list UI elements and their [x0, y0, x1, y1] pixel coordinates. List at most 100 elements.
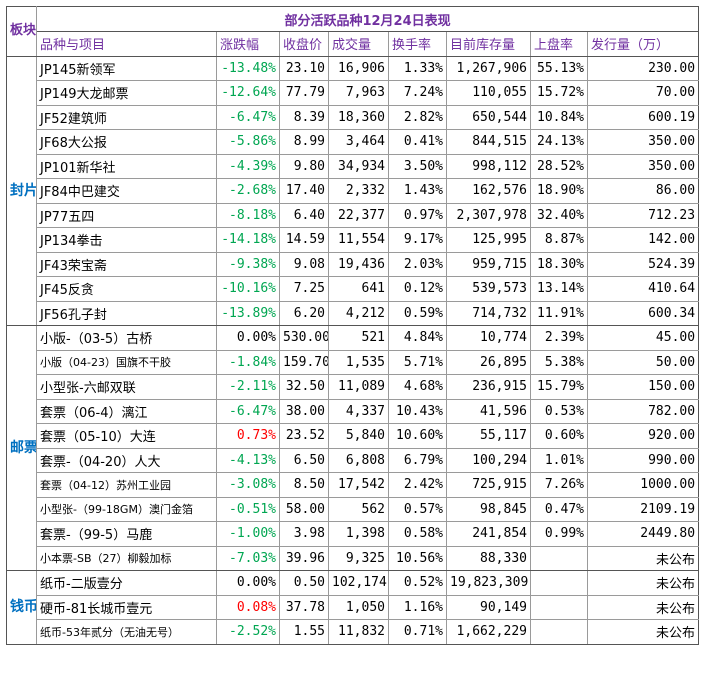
- cell-volume: 34,934: [328, 153, 389, 179]
- cell-issue: 782.00: [586, 398, 700, 424]
- table-row: 套票-（04-20）人大 -4.13% 6.50 6,808 6.79% 100,294 1…: [7, 447, 700, 473]
- cell-issue: 未公布: [586, 619, 700, 645]
- cell-close: 7.25: [279, 276, 329, 302]
- cell-close: 0.50: [279, 570, 329, 596]
- header-turnover: 换手率: [388, 31, 447, 57]
- cell-change: -0.51%: [216, 496, 280, 522]
- table-row: 套票（04-12）苏州工业园 -3.08% 8.50 17,542 2.42% 725,9…: [7, 472, 700, 498]
- cell-turnover: 0.57%: [388, 496, 447, 522]
- cell-ratio: 32.40%: [530, 202, 588, 228]
- cell-turnover: 0.12%: [388, 276, 447, 302]
- cell-change: -7.03%: [216, 545, 280, 571]
- cell-issue: 未公布: [586, 570, 700, 596]
- cell-turnover: 1.33%: [388, 55, 447, 81]
- cell-turnover: 10.60%: [388, 423, 447, 449]
- cell-ratio: 15.72%: [530, 80, 588, 106]
- cell-turnover: 4.68%: [388, 374, 447, 400]
- cell-ratio: [530, 594, 588, 620]
- cell-close: 23.52: [279, 423, 329, 449]
- cell-close: 9.08: [279, 251, 329, 277]
- table-row: JF52建筑师 -6.47% 8.39 18,360 2.82% 650,544 10.84…: [7, 104, 700, 130]
- header-row: 品种与项目 涨跌幅 收盘价 成交量 换手率 目前库存量 上盘率 发行量（万）: [7, 31, 700, 57]
- cell-ratio: 5.38%: [530, 349, 588, 375]
- cell-stock: 650,544: [446, 104, 531, 130]
- cell-ratio: [530, 545, 588, 571]
- cell-name: 小版（04-23）国旗不干胶: [36, 349, 217, 375]
- cell-name: JF43荣宝斋: [36, 251, 217, 277]
- cell-close: 77.79: [279, 80, 329, 106]
- cell-volume: 18,360: [328, 104, 389, 130]
- block-column-header: 板块: [6, 6, 37, 57]
- cell-close: 159.70: [279, 349, 329, 375]
- cell-close: 39.96: [279, 545, 329, 571]
- cell-volume: 11,832: [328, 619, 389, 645]
- cell-close: 23.10: [279, 55, 329, 81]
- cell-change: -6.47%: [216, 398, 280, 424]
- cell-issue: 524.39: [586, 251, 700, 277]
- cell-close: 6.50: [279, 447, 329, 473]
- cell-name: JP134拳击: [36, 227, 217, 253]
- cell-name: JP101新华社: [36, 153, 217, 179]
- cell-ratio: [530, 570, 588, 596]
- cell-stock: 88,330: [446, 545, 531, 571]
- cell-issue: 600.34: [586, 300, 700, 326]
- cell-name: 套票（04-12）苏州工业园: [36, 472, 217, 498]
- cell-volume: 3,464: [328, 129, 389, 155]
- cell-stock: 41,596: [446, 398, 531, 424]
- cell-volume: 17,542: [328, 472, 389, 498]
- cell-stock: 55,117: [446, 423, 531, 449]
- cell-turnover: 4.84%: [388, 325, 447, 351]
- cell-ratio: 13.14%: [530, 276, 588, 302]
- cell-change: -1.84%: [216, 349, 280, 375]
- cell-issue: 2449.80: [586, 521, 700, 547]
- cell-stock: 539,573: [446, 276, 531, 302]
- cell-name: JF56孔子封: [36, 300, 217, 326]
- cell-change: -2.52%: [216, 619, 280, 645]
- cell-stock: 98,845: [446, 496, 531, 522]
- cell-turnover: 0.59%: [388, 300, 447, 326]
- cell-issue: 230.00: [586, 55, 700, 81]
- header-stock: 目前库存量: [446, 31, 531, 57]
- cell-turnover: 6.79%: [388, 447, 447, 473]
- cell-issue: 86.00: [586, 178, 700, 204]
- cell-issue: 712.23: [586, 202, 700, 228]
- cell-change: -5.86%: [216, 129, 280, 155]
- cell-name: JP149大龙邮票: [36, 80, 217, 106]
- table-row: JP77五四 -8.18% 6.40 22,377 0.97% 2,307,978 32.4…: [7, 202, 700, 228]
- table-row: 小型张-六邮双联 -2.11% 32.50 11,089 4.68% 236,915 15.…: [7, 374, 700, 400]
- cell-stock: 1,662,229: [446, 619, 531, 645]
- cell-turnover: 0.58%: [388, 521, 447, 547]
- cell-change: 0.00%: [216, 325, 280, 351]
- cell-turnover: 1.43%: [388, 178, 447, 204]
- cell-close: 8.50: [279, 472, 329, 498]
- cell-ratio: 15.79%: [530, 374, 588, 400]
- cell-close: 8.99: [279, 129, 329, 155]
- cell-volume: 1,398: [328, 521, 389, 547]
- cell-change: -1.00%: [216, 521, 280, 547]
- cell-volume: 16,906: [328, 55, 389, 81]
- cell-turnover: 0.71%: [388, 619, 447, 645]
- cell-change: 0.00%: [216, 570, 280, 596]
- cell-issue: 350.00: [586, 129, 700, 155]
- table-row: 套票（06-4）漓江 -6.47% 38.00 4,337 10.43% 41,596 0.…: [7, 398, 700, 424]
- cell-name: 小型张-六邮双联: [36, 374, 217, 400]
- cell-volume: 19,436: [328, 251, 389, 277]
- cell-change: -14.18%: [216, 227, 280, 253]
- cell-stock: 90,149: [446, 594, 531, 620]
- section-label: 封片: [6, 55, 37, 326]
- cell-volume: 1,050: [328, 594, 389, 620]
- cell-name: JP145新领军: [36, 55, 217, 81]
- cell-volume: 4,212: [328, 300, 389, 326]
- cell-stock: 110,055: [446, 80, 531, 106]
- cell-change: -13.89%: [216, 300, 280, 326]
- cell-close: 530.00: [279, 325, 329, 351]
- cell-turnover: 2.42%: [388, 472, 447, 498]
- cell-close: 58.00: [279, 496, 329, 522]
- table-row: 封片 JP145新领军 -13.48% 23.10 16,906 1.33% 1,267,9…: [6, 55, 700, 326]
- cell-issue: 600.19: [586, 104, 700, 130]
- cell-change: -4.39%: [216, 153, 280, 179]
- table-row: 小型张-（99-18GM）澳门金箔 -0.51% 58.00 562 0.57% 98,8…: [7, 496, 700, 522]
- cell-name: 套票-（04-20）人大: [36, 447, 217, 473]
- cell-stock: 959,715: [446, 251, 531, 277]
- table-row: 邮票 小版-（03-5）古桥 0.00% 530.00 521 4.84% 10,774 2.…: [6, 325, 700, 571]
